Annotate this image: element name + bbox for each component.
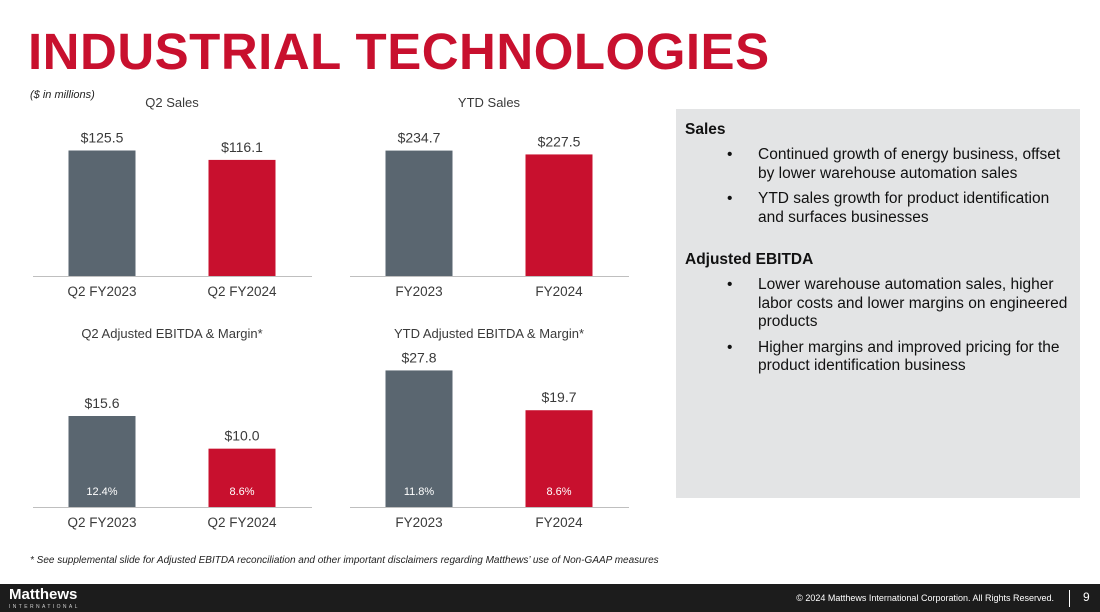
bullet-icon: • [727, 190, 733, 207]
q2-sales-chart: Q2 Sales $125.5 Q2 FY2023 $116.1 Q2 FY2024 [30, 92, 320, 317]
tick-label: FY2023 [395, 284, 442, 299]
bullet-icon: • [727, 146, 733, 163]
bar [385, 150, 453, 276]
bullet-text: Continued growth of energy business, off… [758, 146, 1061, 182]
ebitda-bullet-item: • Higher margins and improved pricing fo… [685, 339, 1070, 376]
data-label: $116.1 [221, 139, 263, 155]
bullet-text: Higher margins and improved pricing for … [758, 338, 1060, 375]
tick-label: Q2 FY2024 [207, 284, 277, 299]
ebitda-bullet-item: • Lower warehouse automation sales, high… [685, 276, 1070, 332]
sales-heading: Sales [685, 121, 726, 138]
data-label: $27.8 [401, 349, 436, 365]
company-logo: Matthews [9, 586, 78, 603]
chart-title: YTD Sales [458, 95, 521, 110]
page-number: 9 [1083, 590, 1090, 604]
bullet-text: Lower warehouse automation sales, higher… [758, 276, 1068, 330]
ytd-sales-chart: YTD Sales $234.7 FY2023 $227.5 FY2024 [347, 92, 637, 317]
chart-title: YTD Adjusted EBITDA & Margin* [394, 326, 584, 341]
page-title: INDUSTRIAL TECHNOLOGIES [28, 23, 770, 80]
bar [525, 410, 593, 507]
ebitda-bullet-list: • Lower warehouse automation sales, high… [685, 276, 1070, 376]
margin-label: 8.6% [229, 486, 254, 498]
footer-divider [1069, 590, 1070, 607]
data-label: $10.0 [224, 428, 259, 444]
data-label: $234.7 [398, 130, 441, 146]
bar [68, 416, 136, 507]
tick-label: FY2024 [535, 284, 583, 299]
tick-label: FY2024 [535, 515, 583, 530]
ytd-ebitda-chart: YTD Adjusted EBITDA & Margin* $27.8 FY2023… [347, 323, 637, 548]
bar [525, 154, 593, 276]
footer-bar: Matthews INTERNATIONAL © 2024 Matthews I… [0, 584, 1100, 612]
commentary-panel: Sales • Continued growth of energy busin… [676, 109, 1080, 498]
bar [385, 370, 453, 507]
footnote: * See supplemental slide for Adjusted EB… [30, 555, 659, 566]
sales-bullet-item: • Continued growth of energy business, o… [685, 146, 1070, 183]
chart-svg: Q2 Adjusted EBITDA & Margin* $15.6 Q2 FY20… [33, 326, 312, 530]
chart-title: Q2 Sales [145, 95, 199, 110]
bullet-text: YTD sales growth for product identificat… [758, 190, 1050, 226]
ebitda-heading: Adjusted EBITDA [685, 251, 814, 268]
data-label: $227.5 [538, 133, 581, 149]
q2-ebitda-chart: Q2 Adjusted EBITDA & Margin* $15.6 Q2 FY20… [30, 323, 320, 548]
data-label: $19.7 [541, 389, 576, 405]
tick-label: Q2 FY2023 [67, 515, 136, 530]
bullet-icon: • [727, 338, 733, 356]
tick-label: Q2 FY2023 [67, 284, 136, 299]
sales-bullet-item: • YTD sales growth for product identific… [685, 190, 1070, 227]
margin-label: 12.4% [86, 486, 117, 498]
bar [208, 159, 276, 276]
margin-label: 11.8% [404, 486, 435, 498]
copyright-text: © 2024 Matthews International Corporatio… [796, 593, 1054, 603]
chart-svg: YTD Sales $234.7 FY2023 $227.5 FY2024 [350, 95, 629, 299]
tick-label: Q2 FY2024 [207, 515, 277, 530]
margin-label: 8.6% [546, 486, 571, 498]
units-note: ($ in millions) [30, 89, 95, 101]
chart-title: Q2 Adjusted EBITDA & Margin* [81, 326, 262, 341]
data-label: $15.6 [84, 395, 119, 411]
chart-svg: YTD Adjusted EBITDA & Margin* $27.8 FY2023… [350, 326, 629, 530]
bar [68, 150, 136, 276]
chart-svg: Q2 Sales $125.5 Q2 FY2023 $116.1 Q2 FY2024 [33, 95, 312, 299]
bar [208, 448, 276, 507]
tick-label: FY2023 [395, 515, 442, 530]
data-label: $125.5 [81, 130, 124, 146]
bullet-icon: • [727, 276, 733, 293]
sales-bullet-list: • Continued growth of energy business, o… [685, 146, 1070, 227]
company-logo-sub: INTERNATIONAL [9, 604, 80, 610]
